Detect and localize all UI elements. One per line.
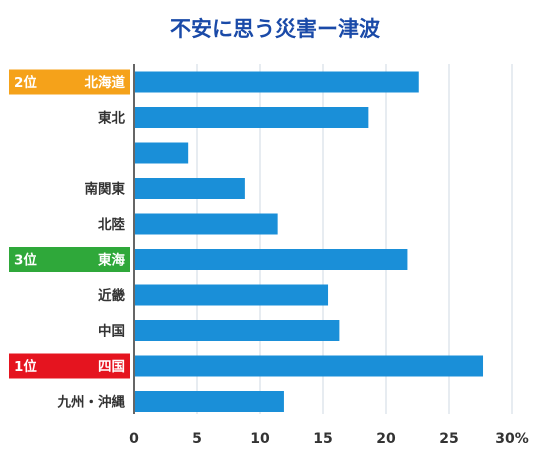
bar [135,71,419,93]
bar [135,142,189,164]
category-label: 北海道 [85,74,126,91]
bars [135,71,484,412]
rank-label: 1位 [14,358,37,375]
bar [135,320,340,341]
bar [135,391,284,412]
rank-badges: 2位 北海道 3位 東海 1位 四国 [9,69,130,379]
rank-badge [9,247,130,272]
category-label: 北陸 [98,216,125,233]
x-tick-label: 5 [192,431,202,447]
category-label: 九州・沖縄 [57,394,126,411]
category-label: 中国 [98,323,125,340]
x-tick-label: 20 [376,431,396,447]
bar [135,213,278,235]
category-label: 南関東 [85,181,126,198]
x-tick-label: 10 [250,431,270,447]
category-label: 四国 [98,359,125,375]
bar [135,107,369,128]
category-label: 近畿 [98,287,125,304]
category-label: 東北 [98,110,125,127]
chart-title: 不安に思う災害ー津波 [170,17,381,41]
x-tick-label: 25 [439,431,458,447]
rank-badge [9,69,130,95]
bar [135,355,484,377]
bar [135,178,245,199]
x-tick-labels: 0 5 10 15 20 25 30% [129,431,529,447]
x-tick-label: 30% [495,431,529,447]
rank-badge [9,353,130,379]
bar [135,284,329,306]
bar [135,249,408,270]
rank-label: 2位 [14,74,37,91]
category-label: 東海 [98,252,125,269]
x-tick-label: 0 [129,431,139,447]
rank-label: 3位 [14,252,37,269]
x-tick-label: 15 [313,431,332,447]
